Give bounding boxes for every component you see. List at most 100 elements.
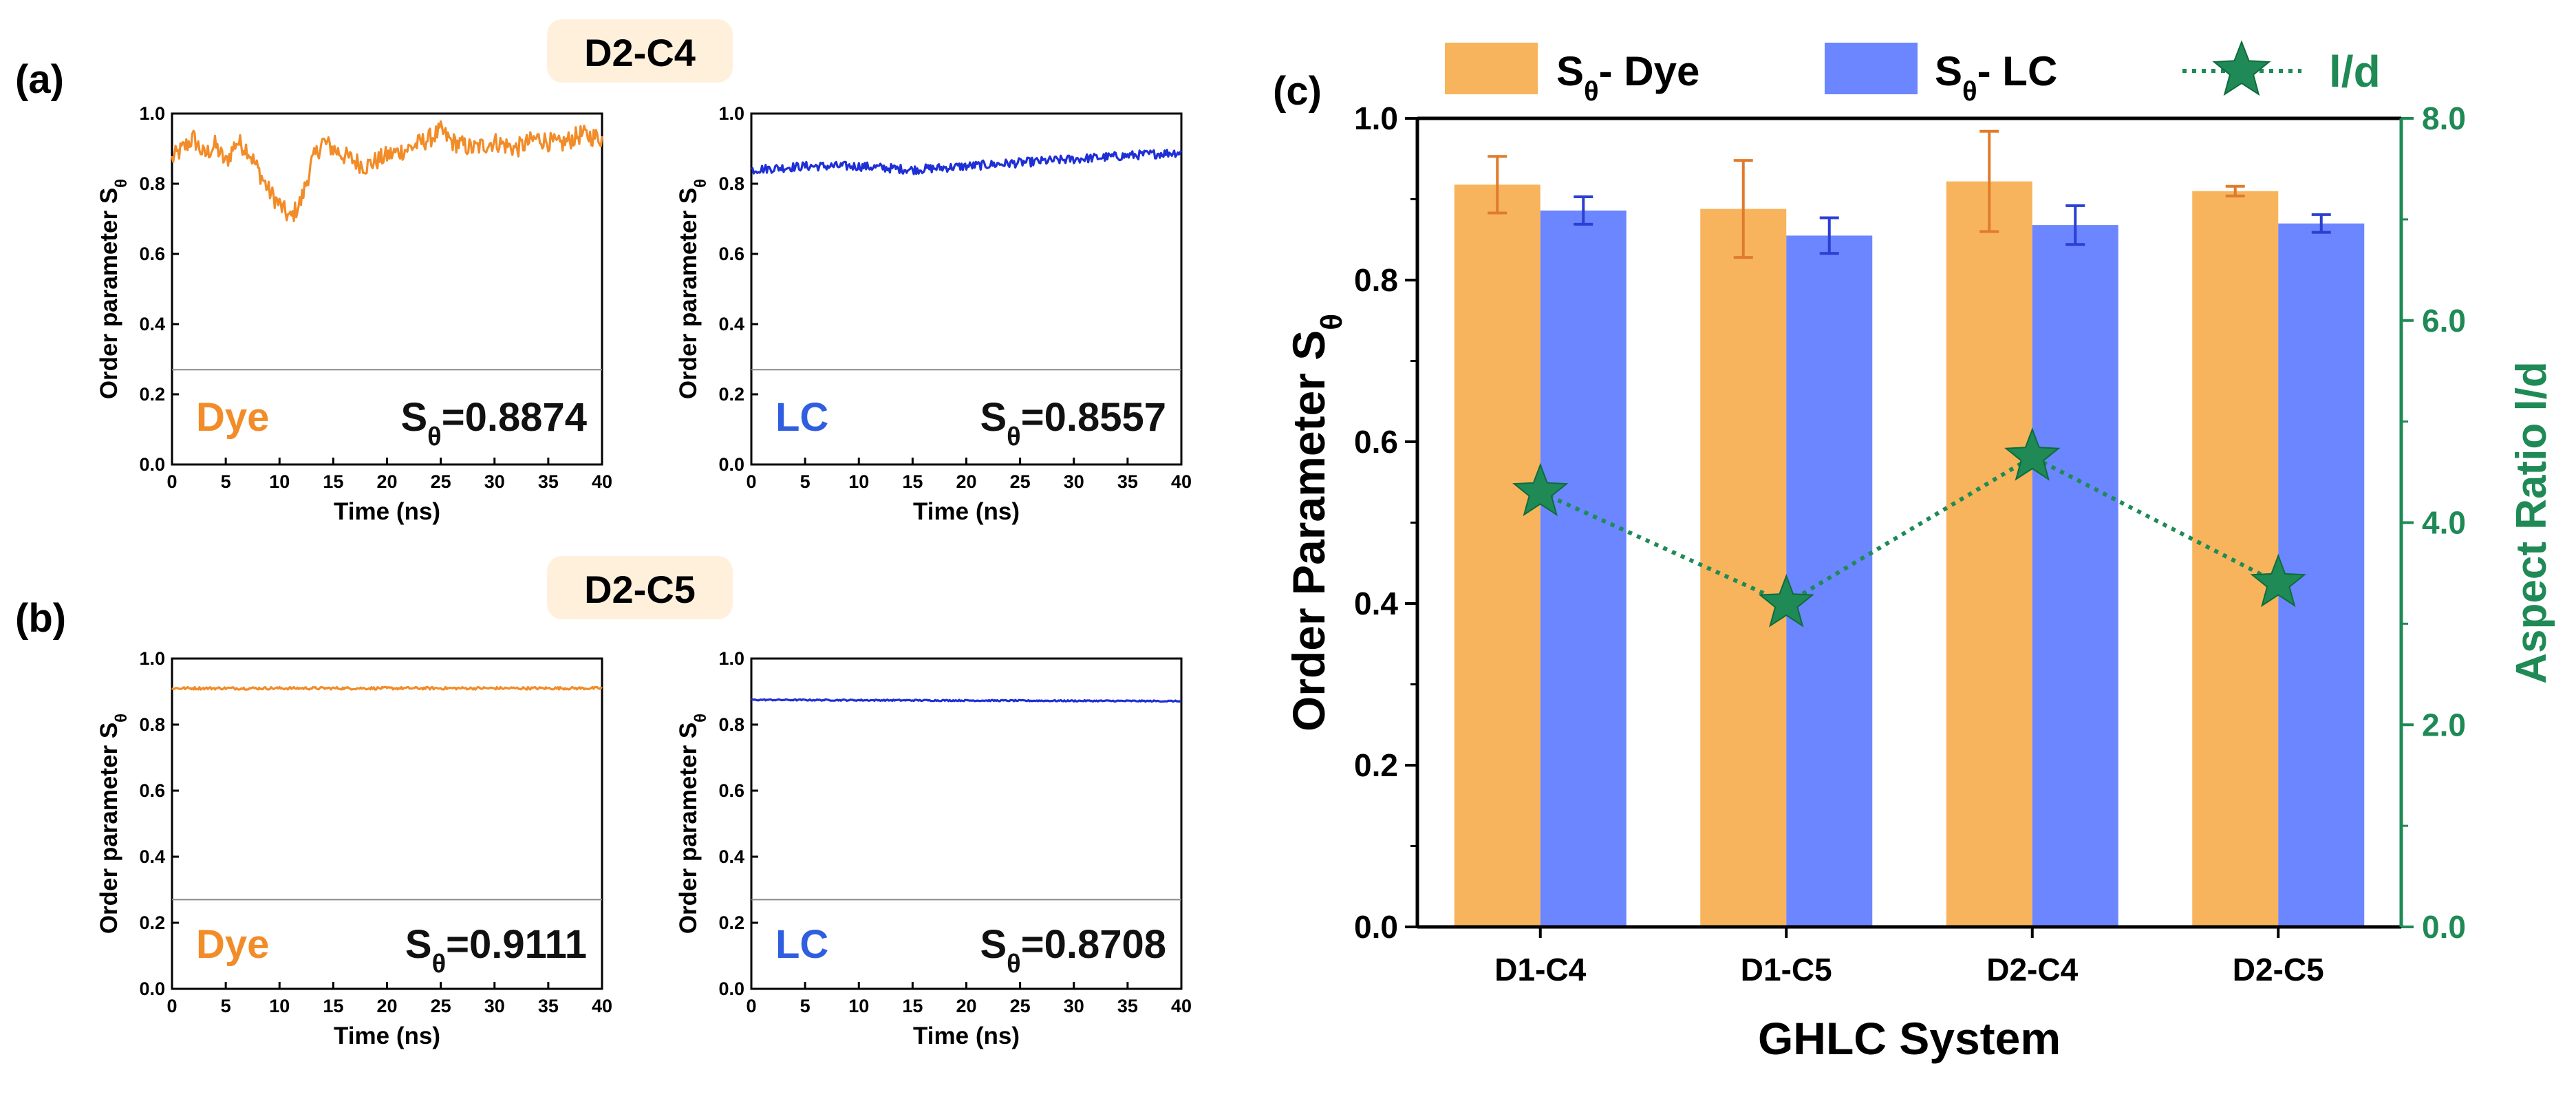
system-title-bg-b bbox=[547, 556, 733, 619]
y2-tick-label: 6.0 bbox=[2422, 303, 2466, 339]
series-line-lc bbox=[751, 149, 1183, 175]
y-tick-label: 0.4 bbox=[139, 314, 165, 334]
aspect-ratio-line bbox=[1539, 454, 2279, 606]
x-category-label: D1-C4 bbox=[1494, 952, 1586, 987]
y-tick-label: 0.8 bbox=[139, 714, 165, 735]
x-tick-label: 5 bbox=[221, 996, 231, 1016]
legend-label-lc: Sθ- LC bbox=[1935, 48, 2057, 107]
y-tick-label: 0.6 bbox=[718, 244, 744, 264]
x-tick-label: 35 bbox=[538, 996, 559, 1016]
panel-label-c: (c) bbox=[1273, 69, 1322, 114]
x-category-label: D1-C5 bbox=[1741, 952, 1832, 987]
order-parameter-value: Sθ=0.8557 bbox=[980, 395, 1166, 451]
aspect-ratio-star-d1-c5 bbox=[1758, 574, 1814, 628]
x-axis-label: Time (ns) bbox=[913, 1023, 1020, 1049]
series-line-lc bbox=[751, 698, 1181, 703]
bar-lc-d2-c4 bbox=[2032, 225, 2118, 928]
x-tick-label: 35 bbox=[1117, 996, 1138, 1016]
y2-axis-label: Aspect Ratio l/d bbox=[2508, 361, 2555, 684]
x-tick-label: 5 bbox=[800, 996, 811, 1016]
y2-tick-label: 0.0 bbox=[2422, 909, 2466, 945]
x-tick-label: 25 bbox=[431, 996, 451, 1016]
x-tick-label: 5 bbox=[800, 471, 811, 492]
y-tick-label: 1.0 bbox=[139, 648, 165, 669]
x-tick-label: 15 bbox=[323, 996, 343, 1016]
y-tick-label: 0.6 bbox=[139, 244, 165, 264]
panel-label-b: (b) bbox=[15, 596, 66, 641]
bar-dye-d2-c4 bbox=[1946, 181, 2032, 927]
order-parameter-value: Sθ=0.8708 bbox=[980, 922, 1166, 979]
legend-swatch-dye bbox=[1445, 43, 1538, 94]
y-tick-label: 0.6 bbox=[718, 780, 744, 801]
species-label: LC bbox=[775, 922, 828, 967]
x-tick-label: 25 bbox=[1010, 996, 1031, 1016]
y-tick-label: 0.0 bbox=[139, 454, 165, 475]
y-tick-label: 0.0 bbox=[718, 454, 744, 475]
x-tick-label: 40 bbox=[592, 471, 612, 492]
x-tick-label: 20 bbox=[376, 471, 397, 492]
y-tick-label: 1.0 bbox=[718, 648, 744, 669]
timeseries-plot-dye: 0.0 0.2 0.4 0.6 0.8 1.0 0 5 10 15 20 25 30 35 40 Time (… bbox=[96, 648, 612, 1049]
system-title-a: D2-C4 bbox=[584, 31, 696, 74]
x-tick-label: 35 bbox=[538, 471, 559, 492]
y2-tick-label: 8.0 bbox=[2422, 100, 2466, 136]
x-category-label: D2-C5 bbox=[2233, 952, 2324, 987]
timeseries-plot-dye: 0.0 0.2 0.4 0.6 0.8 1.0 0 5 10 15 20 25 30 35 40 Time (… bbox=[96, 103, 612, 525]
y-axis-label: Order parameter Sθ bbox=[96, 179, 131, 399]
y-axis-label: Order parameter Sθ bbox=[675, 714, 710, 934]
series-line-dye bbox=[171, 120, 603, 222]
x-tick-label: 25 bbox=[431, 471, 451, 492]
y-tick-label: 0.2 bbox=[139, 384, 165, 405]
x-tick-label: 15 bbox=[323, 471, 343, 492]
bar-lc-d1-c4 bbox=[1540, 210, 1627, 928]
x-tick-label: 35 bbox=[1117, 471, 1138, 492]
bar-dye-d1-c4 bbox=[1454, 184, 1541, 928]
legend: Sθ- Dye Sθ- LC l/d bbox=[1445, 40, 2381, 107]
aspect-ratio-star-d2-c5 bbox=[2250, 553, 2306, 608]
y-tick-label: 0.8 bbox=[718, 173, 744, 194]
y-axis-label: Order Parameter Sθ bbox=[1283, 314, 1349, 731]
species-label: LC bbox=[775, 395, 828, 440]
y-tick-label: 0.2 bbox=[139, 912, 165, 933]
legend-star-icon bbox=[2212, 40, 2271, 96]
y-tick-label: 0.2 bbox=[718, 384, 744, 405]
y-tick-label: 0.0 bbox=[1354, 909, 1398, 945]
y-tick-label: 0.6 bbox=[139, 780, 165, 801]
order-parameter-value: Sθ=0.9111 bbox=[405, 922, 587, 979]
x-tick-label: 40 bbox=[1171, 996, 1192, 1016]
x-axis-label: Time (ns) bbox=[334, 1023, 440, 1049]
x-category-label: D2-C4 bbox=[1986, 952, 2078, 987]
y-tick-label: 0.4 bbox=[718, 846, 744, 867]
x-tick-label: 0 bbox=[167, 996, 177, 1016]
x-axis-label: Time (ns) bbox=[334, 498, 440, 525]
x-tick-label: 30 bbox=[484, 996, 505, 1016]
y-tick-label: 0.4 bbox=[139, 846, 165, 867]
x-tick-label: 10 bbox=[269, 471, 290, 492]
legend-label-dye: Sθ- Dye bbox=[1556, 48, 1699, 107]
x-tick-label: 20 bbox=[956, 996, 976, 1016]
x-tick-label: 15 bbox=[902, 471, 923, 492]
order-parameter-value: Sθ=0.8874 bbox=[400, 395, 587, 451]
y-tick-label: 0.0 bbox=[718, 979, 744, 999]
species-label: Dye bbox=[196, 922, 269, 967]
y-tick-label: 0.4 bbox=[1354, 586, 1398, 621]
x-tick-label: 10 bbox=[848, 996, 869, 1016]
species-label: Dye bbox=[196, 395, 269, 440]
timeseries-plot-lc: 0.0 0.2 0.4 0.6 0.8 1.0 0 5 10 15 20 25 30 35 40 Time (… bbox=[675, 648, 1192, 1049]
x-tick-label: 20 bbox=[956, 471, 976, 492]
x-tick-label: 10 bbox=[848, 471, 869, 492]
bar-lc-d1-c5 bbox=[1786, 235, 1873, 927]
x-axis-label: GHLC System bbox=[1758, 1013, 2061, 1064]
y-tick-label: 0.0 bbox=[139, 979, 165, 999]
bar-dye-d1-c5 bbox=[1700, 209, 1787, 928]
x-tick-label: 0 bbox=[746, 471, 756, 492]
x-tick-label: 5 bbox=[221, 471, 231, 492]
x-tick-label: 20 bbox=[376, 996, 397, 1016]
y-tick-label: 0.8 bbox=[1354, 262, 1398, 298]
x-tick-label: 30 bbox=[484, 471, 505, 492]
y2-tick-label: 4.0 bbox=[2422, 505, 2466, 541]
x-tick-label: 0 bbox=[167, 471, 177, 492]
y-tick-label: 0.2 bbox=[1354, 747, 1398, 783]
y-tick-label: 1.0 bbox=[718, 103, 744, 124]
